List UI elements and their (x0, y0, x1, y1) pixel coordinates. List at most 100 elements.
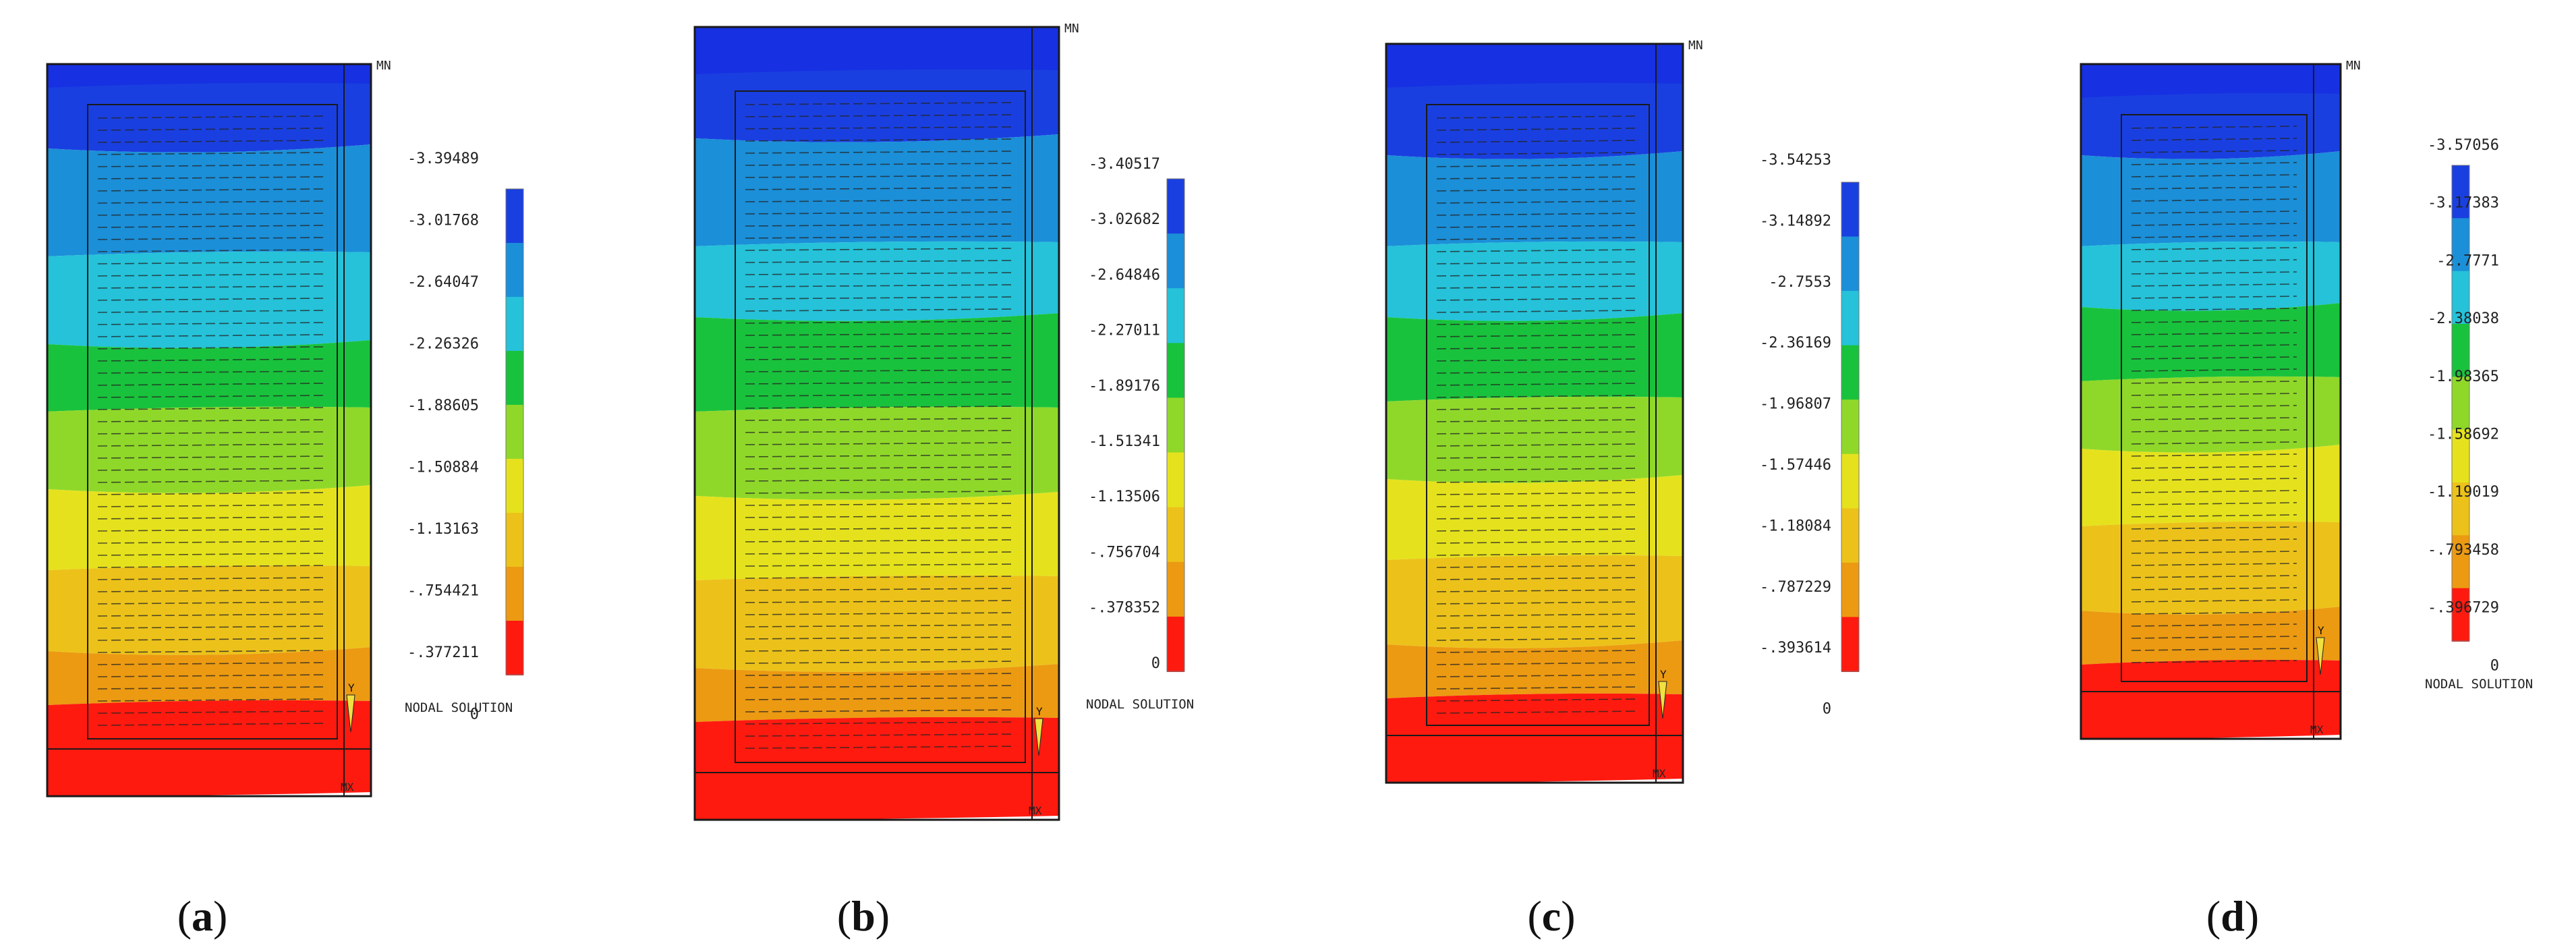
panel-b-rebar-lines (745, 102, 1016, 749)
panel-c-legend-swatch (1841, 291, 1859, 346)
panel-a-caption: (a) (177, 892, 228, 940)
panel-d-legend-swatch (2452, 588, 2469, 642)
panel-d-contour-band (2081, 92, 2341, 159)
panel-c-legend-swatch (1841, 399, 1859, 455)
panel-b-contour-band (695, 575, 1059, 672)
panel-a-outline (46, 63, 372, 798)
panel-c-mx-tag: MX (1653, 767, 1666, 780)
panel-c-legend-swatch (1841, 453, 1859, 509)
panel-d-outline (2080, 63, 2342, 740)
panel-a-rebar-lines (97, 115, 328, 726)
panel-c-mn-tag: MN (1688, 38, 1703, 53)
panel-a-legend-value: 0 (470, 706, 479, 723)
panel-d-contour-band (2081, 241, 2341, 311)
panel-a-legend-swatch (506, 297, 523, 352)
panel-b-legend-value: -1.89176 (1089, 378, 1160, 395)
panel-b-contour-band (695, 492, 1059, 580)
panel-d-legend-value: -2.7771 (2436, 252, 2499, 269)
panel-a-legend-swatch (506, 513, 523, 567)
panel-b-contour-band (695, 664, 1059, 722)
panel-c-contour-band (1386, 313, 1683, 401)
panel-c-legend-swatch (1841, 508, 1859, 563)
panel-b-legend-swatch (1167, 343, 1184, 399)
panel-d-mn-tag: MN (2346, 59, 2361, 73)
panel-b-legend-swatch (1167, 179, 1184, 235)
panel-b-legend-value: -.756704 (1089, 544, 1160, 561)
panel-b-legend-swatch (1167, 507, 1184, 563)
panel-a-mx-tag: MX (341, 781, 354, 793)
panel-c-contour-band (1386, 555, 1683, 648)
panel-d-mx-tag: MX (2310, 723, 2324, 736)
panel-d-legend-swatch (2452, 218, 2469, 272)
panel-c-rebar-lines (1436, 115, 1640, 714)
panel-a-legend-value: -.754421 (407, 583, 479, 600)
panel-c-axis-arrow (1658, 681, 1667, 719)
panel-a-legend-title: NODAL SOLUTION (405, 700, 513, 715)
panel-d-legend-value: -3.17383 (2428, 195, 2499, 212)
panel-c: MN MX Y -3.54253 -3.14892 -2.7553 -2.36169 -1.9… (1385, 38, 1860, 784)
panel-b-legend-title: NODAL SOLUTION (1086, 697, 1194, 712)
panel-c-legend-value: -.393614 (1760, 640, 1831, 657)
panel-d-legend-swatch (2452, 482, 2469, 536)
panel-c-contour-band (1386, 82, 1683, 159)
panel-d-axis-arrow (2316, 637, 2325, 675)
panel-d: MN MX Y -3.57056 -3.17383 -2.7771 -2.38038 -1.9… (2080, 59, 2533, 740)
panel-b-legend-value: -3.02682 (1089, 211, 1160, 228)
panel-c-inner-frame (1426, 104, 1650, 726)
panel-c-legend-value: -3.14892 (1760, 213, 1831, 229)
panel-c-legend-value: 0 (1823, 701, 1831, 718)
panel-d-legend-value: -1.98365 (2428, 368, 2499, 385)
panel-c-contour-band (1386, 640, 1683, 698)
panel-a-legend-value: -3.39489 (407, 150, 479, 167)
panel-b-legend-swatch (1167, 233, 1184, 289)
panel-c-legend-swatch (1841, 617, 1859, 672)
panel-d-legend-swatch (2452, 429, 2469, 483)
panel-b-legend-swatch (1167, 616, 1184, 672)
panel-b-legend-value: -.378352 (1089, 600, 1160, 617)
panel-c-contour-band (1386, 693, 1683, 783)
panel-b-legend-swatch (1167, 561, 1184, 617)
panel-a-legend-value: -1.88605 (407, 397, 479, 414)
panel-d-legend-swatch (2452, 377, 2469, 430)
panel-b-contour-band (695, 241, 1059, 321)
panel-b-legend-value: -1.13506 (1089, 489, 1160, 505)
panel-a-contour-band (47, 565, 371, 655)
panel-a-legend-swatch (506, 567, 523, 621)
panel-a-legend-swatch (506, 243, 523, 298)
panel-d-legend-swatch (2452, 165, 2469, 219)
panel-d-legend-value: -.793458 (2428, 542, 2499, 559)
panel-b-legend-value: -2.64846 (1089, 267, 1160, 283)
panel-a-legend-value: -2.26326 (407, 336, 479, 353)
panel-b-legend-swatch (1167, 397, 1184, 453)
panel-c-contour-band (1386, 151, 1683, 246)
panel-b-mn-tag: MN (1064, 22, 1079, 36)
panel-a-legend-value: -1.50884 (407, 459, 479, 476)
panel-a-legend-value: -1.13163 (407, 521, 479, 538)
panel-b-inner-frame (735, 90, 1026, 763)
panel-b-outline (693, 26, 1060, 821)
panel-a-axis-label: Y (348, 681, 355, 694)
panel-d-legend-swatch (2452, 271, 2469, 325)
panel-c-legend-swatch (1841, 236, 1859, 292)
panel-b-legend-value: 0 (1151, 655, 1160, 672)
panel-c-axis-label: Y (1660, 668, 1667, 681)
panel-a-mn-tag: MN (376, 59, 391, 73)
panel-b-contour-band (695, 717, 1059, 820)
panel-c-legend: -3.54253 -3.14892 -2.7553 -2.36169 -1.96807 -… (1760, 152, 1860, 718)
panel-d-caption: (d) (2206, 892, 2260, 940)
panel-b-top-beam (695, 27, 1059, 74)
panel-d-legend: -3.57056 -3.17383 -2.7771 -2.38038 -1.98365 -… (2425, 137, 2533, 692)
panel-d-legend-value: -2.38038 (2428, 310, 2499, 327)
panel-c-legend-value: -1.96807 (1760, 396, 1831, 413)
panel-d-contour-band (2081, 445, 2341, 526)
panel-d-contour-band (2081, 659, 2341, 739)
panel-d-legend-title: NODAL SOLUTION (2425, 677, 2533, 692)
panel-c-top-beam (1386, 44, 1683, 88)
panel-d-legend-swatch (2452, 535, 2469, 589)
panel-d-legend-value: -1.58692 (2428, 426, 2499, 443)
panel-d-legend-swatch (2452, 324, 2469, 378)
panel-b-caption: (b) (836, 892, 890, 940)
panel-a-legend-value: -.377211 (407, 644, 479, 661)
panel-a-legend-swatch (506, 621, 523, 675)
